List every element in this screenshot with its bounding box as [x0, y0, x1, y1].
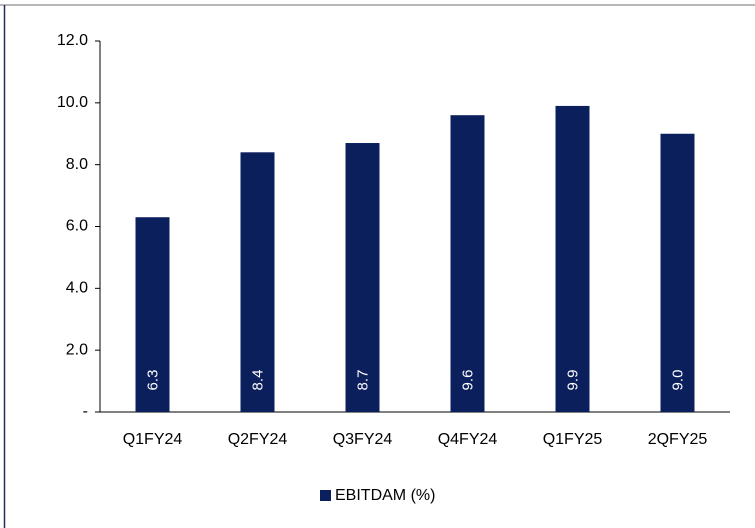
bar [660, 133, 695, 412]
x-tick-label: 2QFY25 [648, 431, 708, 448]
y-tick-label: 4.0 [66, 280, 88, 297]
bar [450, 115, 485, 412]
bar [555, 105, 590, 413]
y-tick-label: 8.0 [66, 156, 88, 173]
value-label: 8.7 [354, 370, 371, 391]
legend-label: EBITDAM (%) [335, 487, 435, 504]
value-label: 9.9 [564, 370, 581, 391]
y-tick-label: 12.0 [57, 32, 88, 49]
y-tick-label: - [83, 403, 88, 420]
value-label: 6.3 [144, 370, 161, 391]
value-label: 8.4 [249, 370, 266, 391]
bar [240, 152, 275, 413]
x-tick-label: Q1FY25 [543, 431, 603, 448]
x-tick-label: Q1FY24 [123, 431, 183, 448]
bar [135, 217, 170, 412]
y-tick-label: 10.0 [57, 94, 88, 111]
value-label: 9.6 [459, 370, 476, 391]
y-tick-label: 2.0 [66, 341, 88, 358]
y-tick-label: 6.0 [66, 218, 88, 235]
value-label: 9.0 [669, 370, 686, 391]
x-tick-label: Q4FY24 [438, 431, 498, 448]
x-tick-label: Q3FY24 [333, 431, 393, 448]
x-tick-label: Q2FY24 [228, 431, 288, 448]
bar [345, 143, 380, 412]
legend-swatch [320, 490, 331, 501]
